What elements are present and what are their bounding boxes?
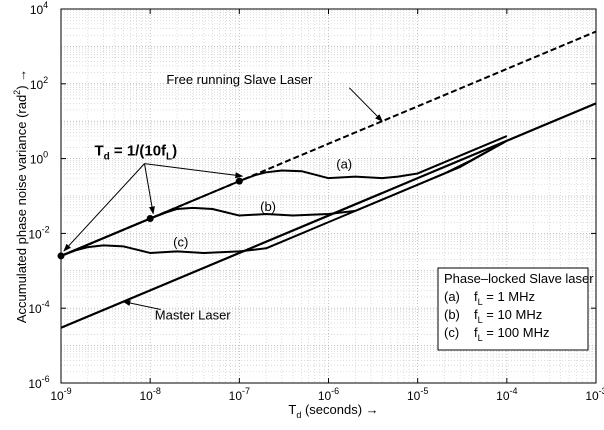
axes-frame: 10-9 10-8 10-7 10-6 10-5 10-4 10-3 10-6 10-4 10-2… (12, 0, 604, 420)
legend-tag: (b) (444, 307, 460, 322)
td-equation-label: Td = 1/(10fL) (94, 143, 177, 163)
x-tick-label: 10-7 (229, 386, 250, 403)
free-running-label: Free running Slave Laser (166, 72, 313, 87)
master-laser-arrow (122, 300, 161, 310)
td-arrow (144, 163, 244, 179)
y-tick-label: 102 (30, 75, 48, 92)
y-tick-label: 10-6 (28, 374, 49, 391)
curve-label: (b) (260, 199, 276, 214)
legend-box (437, 267, 589, 351)
x-tick-label: 10-8 (139, 386, 160, 403)
td-marker-point (235, 177, 243, 185)
legend-entry: fL = 10 MHz (474, 307, 542, 325)
series-line-c (60, 139, 508, 257)
y-axis-label: Accumulated phase noise variance (rad2) … (12, 69, 29, 323)
y-tick-label: 10-2 (28, 224, 49, 241)
x-tick-label: 10-3 (585, 386, 604, 403)
x-tick-label: 10-5 (407, 386, 428, 403)
master-laser-label: Master Laser (155, 307, 232, 322)
free-running-arrow (348, 87, 383, 122)
x-tick-label: 10-9 (50, 386, 71, 403)
grid-lines (60, 9, 596, 384)
series-line-free-running-slave-laser (60, 30, 597, 257)
legend-tag: (a) (444, 289, 460, 304)
y-tick-label: 10-4 (28, 299, 49, 316)
x-tick-label: 10-4 (496, 386, 517, 403)
legend-title: Phase–locked Slave laser (444, 271, 594, 286)
legend-tag: (c) (444, 325, 459, 340)
y-tick-label: 100 (30, 150, 48, 167)
td-marker-point (57, 252, 65, 260)
td-marker-point (146, 215, 154, 223)
x-tick-label: 10-6 (318, 386, 339, 403)
legend-entry: fL = 100 MHz (474, 325, 549, 343)
data-markers (57, 177, 243, 260)
td-arrow (143, 163, 155, 215)
annotations: (a) (b) (c) Free running Slave Laser Master … (63, 72, 383, 322)
td-arrow (63, 163, 145, 252)
legend-entry: fL = 1 MHz (474, 289, 535, 307)
legend: Phase–locked Slave laser (a) fL = 1 MHz (b)… (437, 267, 594, 351)
curve-label: (a) (336, 156, 352, 171)
curve-label: (c) (173, 234, 188, 249)
y-tick-label: 104 (30, 0, 48, 17)
x-axis-label: Td (seconds) → (288, 402, 378, 420)
